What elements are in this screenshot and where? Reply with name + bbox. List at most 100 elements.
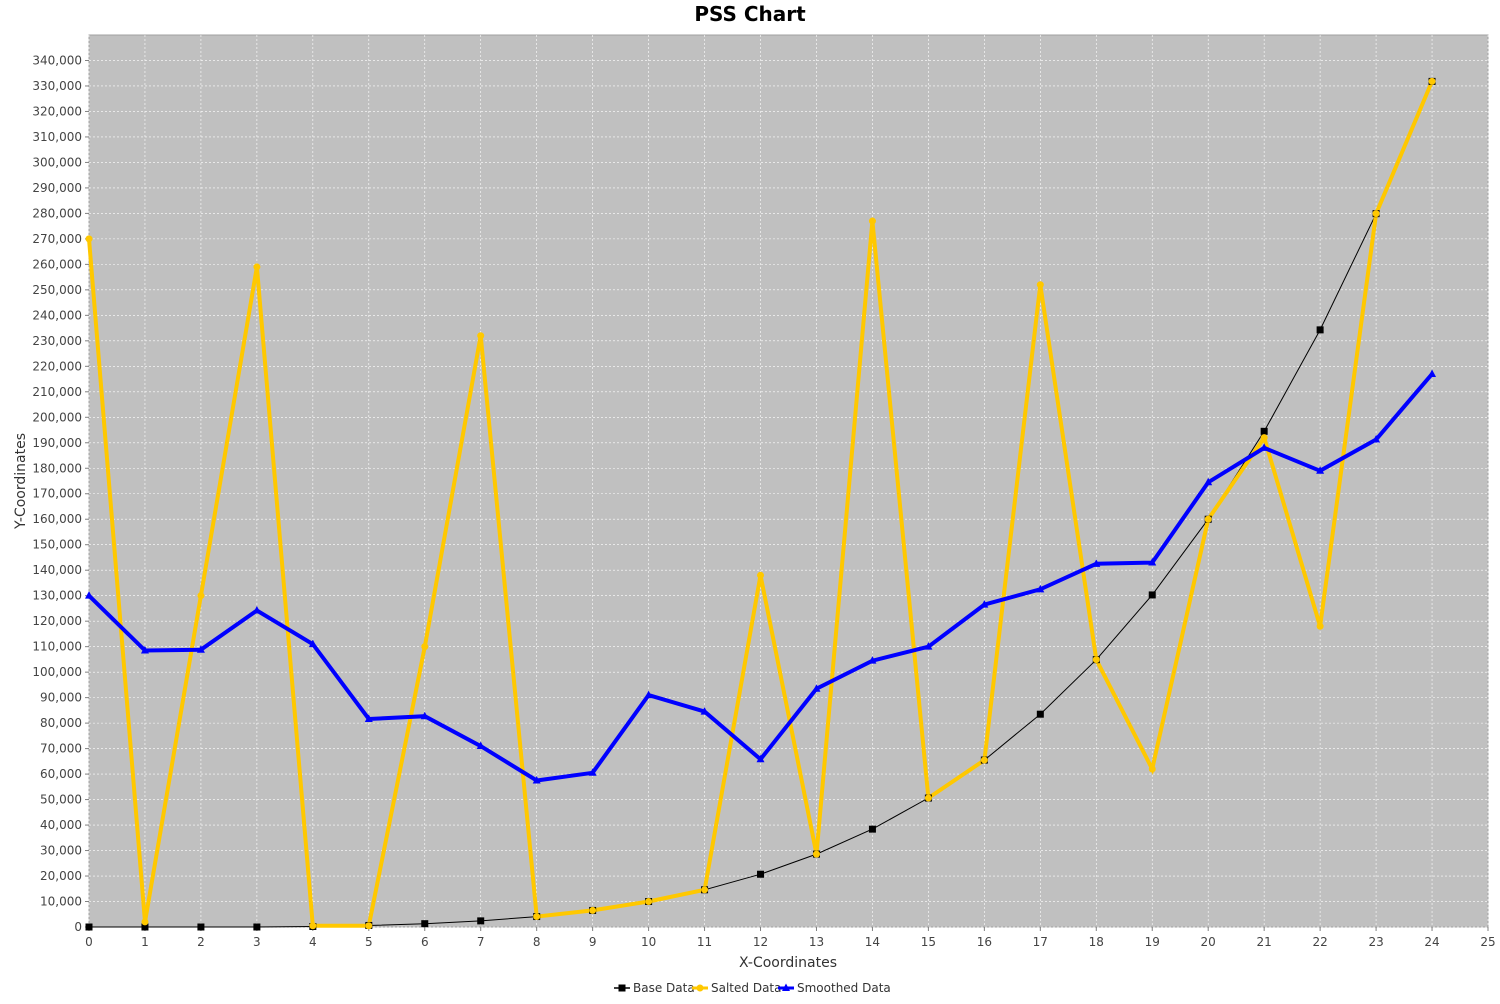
data-point-salted-data xyxy=(365,922,373,930)
data-point-salted-data xyxy=(1372,210,1380,218)
y-tick-label: 160,000 xyxy=(32,512,82,526)
legend-item-salted-data: Salted Data xyxy=(692,981,781,995)
y-tick-label: 0 xyxy=(74,920,82,934)
y-tick-label: 280,000 xyxy=(32,206,82,220)
legend-label: Smoothed Data xyxy=(797,981,891,995)
data-point-salted-data xyxy=(477,332,485,340)
data-point-smoothed-data xyxy=(868,656,877,664)
x-tick-label: 11 xyxy=(697,935,712,949)
data-point-base-data xyxy=(85,923,93,931)
y-tick-label: 30,000 xyxy=(40,844,82,858)
y-tick-label: 90,000 xyxy=(40,691,82,705)
x-tick-label: 8 xyxy=(533,935,541,949)
data-point-legend-smoothed-data xyxy=(782,983,790,991)
data-point-base-data xyxy=(1316,326,1324,334)
data-point-smoothed-data xyxy=(532,775,541,784)
legend-label: Base Data xyxy=(633,981,695,995)
data-point-smoothed-data xyxy=(812,684,821,692)
data-point-smoothed-data xyxy=(1092,559,1101,567)
data-point-salted-data xyxy=(197,592,205,600)
y-tick-label: 60,000 xyxy=(40,767,82,781)
y-tick-label: 310,000 xyxy=(32,130,82,144)
data-point-smoothed-data xyxy=(1372,434,1381,443)
x-tick-label: 21 xyxy=(1257,935,1272,949)
data-point-salted-data xyxy=(421,643,429,651)
data-point-smoothed-data xyxy=(476,741,485,750)
data-point-salted-data xyxy=(253,263,261,271)
y-tick-label: 150,000 xyxy=(32,538,82,552)
x-tick-label: 24 xyxy=(1424,935,1439,949)
data-point-smoothed-data xyxy=(588,768,597,776)
x-tick-label: 16 xyxy=(977,935,992,949)
data-point-base-data xyxy=(757,870,765,878)
legend-label: Salted Data xyxy=(711,981,781,995)
x-tick-label: 4 xyxy=(309,935,317,949)
y-tick-label: 240,000 xyxy=(32,308,82,322)
x-tick-label: 23 xyxy=(1368,935,1383,949)
data-point-salted-data xyxy=(533,913,541,921)
data-point-base-data xyxy=(253,923,261,931)
data-point-salted-data xyxy=(868,217,876,225)
y-tick-label: 300,000 xyxy=(32,155,82,169)
y-tick-label: 290,000 xyxy=(32,181,82,195)
y-tick-label: 330,000 xyxy=(32,79,82,93)
data-point-salted-data xyxy=(645,898,653,906)
data-point-smoothed-data xyxy=(924,642,933,650)
data-point-base-data xyxy=(477,917,485,925)
x-tick-label: 22 xyxy=(1312,935,1327,949)
data-point-base-data xyxy=(197,923,205,931)
series-markers-smoothed-data xyxy=(85,369,1437,784)
data-point-smoothed-data xyxy=(196,645,205,653)
data-point-salted-data xyxy=(309,922,317,930)
y-tick-label: 210,000 xyxy=(32,385,82,399)
data-point-salted-data xyxy=(141,918,149,926)
y-tick-label: 100,000 xyxy=(32,665,82,679)
y-tick-label: 200,000 xyxy=(32,410,82,424)
data-point-base-data xyxy=(1036,710,1044,718)
data-point-salted-data xyxy=(85,235,93,243)
data-point-legend-base-data xyxy=(618,984,626,992)
x-tick-label: 15 xyxy=(921,935,936,949)
data-point-salted-data xyxy=(1204,515,1212,523)
data-point-salted-data xyxy=(1148,765,1156,773)
y-tick-label: 110,000 xyxy=(32,640,82,654)
data-point-smoothed-data xyxy=(252,605,261,614)
data-point-smoothed-data xyxy=(420,711,429,720)
y-tick-label: 80,000 xyxy=(40,716,82,730)
x-tick-label: 17 xyxy=(1033,935,1048,949)
y-tick-label: 250,000 xyxy=(32,283,82,297)
data-point-salted-data xyxy=(1428,77,1436,85)
data-point-smoothed-data xyxy=(980,600,989,608)
data-point-salted-data xyxy=(1260,434,1268,442)
y-tick-label: 270,000 xyxy=(32,232,82,246)
data-point-smoothed-data xyxy=(1260,443,1269,451)
x-tick-label: 25 xyxy=(1480,935,1495,949)
data-point-smoothed-data xyxy=(1148,558,1157,566)
y-tick-label: 230,000 xyxy=(32,334,82,348)
data-point-smoothed-data xyxy=(1204,477,1213,486)
data-point-salted-data xyxy=(1036,281,1044,289)
data-point-salted-data xyxy=(701,886,709,894)
data-point-base-data xyxy=(1260,427,1268,435)
data-point-smoothed-data xyxy=(1428,369,1437,377)
y-tick-label: 340,000 xyxy=(32,53,82,67)
data-point-smoothed-data xyxy=(1036,584,1045,593)
y-tick-label: 170,000 xyxy=(32,487,82,501)
grid-lines xyxy=(88,35,1489,928)
y-tick-label: 220,000 xyxy=(32,359,82,373)
data-point-base-data xyxy=(421,920,429,928)
x-tick-label: 7 xyxy=(477,935,485,949)
x-tick-label: 19 xyxy=(1145,935,1160,949)
x-tick-label: 5 xyxy=(365,935,373,949)
x-tick-label: 10 xyxy=(641,935,656,949)
data-point-salted-data xyxy=(1092,656,1100,664)
y-tick-label: 20,000 xyxy=(40,869,82,883)
data-point-base-data xyxy=(1148,591,1156,599)
data-point-legend-salted-data xyxy=(696,984,704,992)
x-tick-label: 0 xyxy=(85,935,93,949)
data-point-smoothed-data xyxy=(756,754,765,763)
y-tick-label: 40,000 xyxy=(40,818,82,832)
y-tick-label: 70,000 xyxy=(40,742,82,756)
data-point-smoothed-data xyxy=(140,645,149,654)
